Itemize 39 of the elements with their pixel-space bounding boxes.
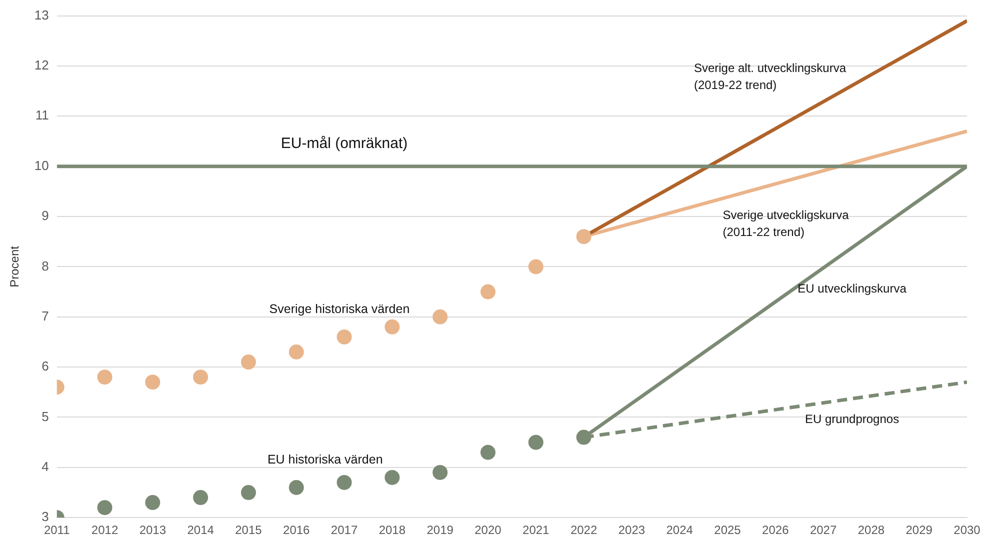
y-tick-label: 13 xyxy=(34,7,49,22)
series-label: Sverige historiska värden xyxy=(269,302,410,316)
x-tick-label: 2026 xyxy=(762,523,790,538)
y-axis-title: Procent xyxy=(8,245,22,288)
y-tick-label: 6 xyxy=(42,358,49,374)
x-tick-label: 2029 xyxy=(906,523,933,538)
x-tick-label: 2030 xyxy=(954,523,981,538)
y-tick-label: 8 xyxy=(42,258,49,274)
x-tick-label: 2011 xyxy=(44,523,70,538)
x-tick-label: 2019 xyxy=(426,523,454,538)
x-tick-label: 2022 xyxy=(570,523,598,538)
y-tick-label: 7 xyxy=(42,308,49,324)
y-tick-label: 4 xyxy=(42,459,49,474)
x-tick-label: 2018 xyxy=(378,523,406,538)
x-tick-label: 2025 xyxy=(714,523,742,538)
series-label: EU historiska värden xyxy=(267,452,383,466)
series-label: Sverige utveckligskurva (2011-22 trend) xyxy=(722,208,850,239)
y-tick-label: 11 xyxy=(35,108,49,123)
x-tick-label: 2014 xyxy=(187,523,214,538)
y-tick-label: 9 xyxy=(42,208,49,224)
y-tick-label: 5 xyxy=(42,408,49,424)
x-tick-label: 2013 xyxy=(139,523,166,538)
y-tick-label: 12 xyxy=(34,58,49,73)
x-tick-label: 2017 xyxy=(330,523,358,538)
x-tick-label: 2020 xyxy=(474,523,502,538)
x-tick-label: 2016 xyxy=(283,523,310,538)
y-tick-label: 10 xyxy=(34,158,49,173)
x-tick-label: 2024 xyxy=(666,523,694,538)
x-tick-label: 2012 xyxy=(91,523,118,538)
series-label: EU grundprognos xyxy=(805,412,900,426)
x-tick-label: 2023 xyxy=(618,523,646,538)
x-tick-label: 2015 xyxy=(235,523,262,538)
x-tick-label: 2027 xyxy=(810,523,837,538)
y-tick-label: 3 xyxy=(42,509,49,524)
x-tick-label: 2021 xyxy=(522,523,550,538)
series-label: Sverige alt. utvecklingskurva (2019-22 trend) xyxy=(694,60,846,92)
x-tick-label: 2028 xyxy=(858,523,885,538)
series-label: EU utvecklingskurva xyxy=(798,282,907,296)
series-label: EU-mål (omräknat) xyxy=(280,134,408,152)
